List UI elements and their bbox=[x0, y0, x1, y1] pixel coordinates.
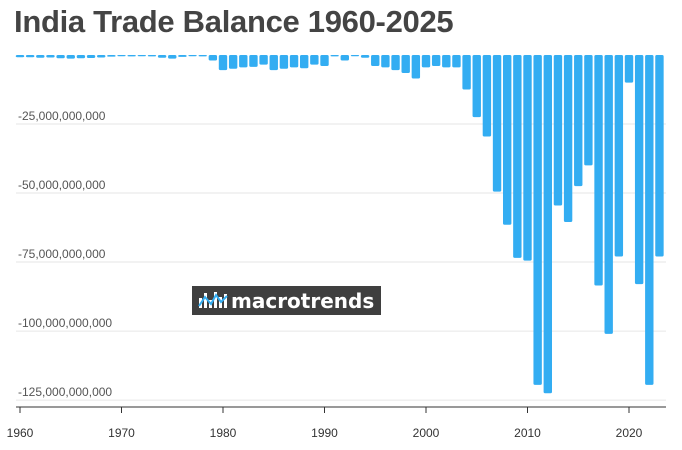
bar-2016 bbox=[584, 55, 593, 166]
bar-1964 bbox=[56, 55, 65, 59]
x-axis-labels: 1960 1970 1980 1990 2000 2010 2020 bbox=[7, 426, 643, 440]
bar-2009 bbox=[513, 55, 522, 258]
bar-2010 bbox=[523, 55, 532, 261]
bar-2011 bbox=[533, 55, 542, 385]
bar-1972 bbox=[137, 55, 146, 57]
y-tick-label: -75,000,000,000 bbox=[18, 247, 106, 261]
bar-1976 bbox=[178, 55, 187, 57]
watermark: macrotrends bbox=[192, 286, 381, 315]
bar-2008 bbox=[503, 55, 512, 225]
watermark-text: macrotrends bbox=[231, 289, 374, 313]
bar-1963 bbox=[46, 55, 55, 58]
bar-2012 bbox=[543, 55, 552, 394]
bar-2022 bbox=[645, 55, 654, 385]
bar-2018 bbox=[604, 55, 613, 334]
bar-2003 bbox=[452, 55, 461, 68]
bar-2000 bbox=[421, 55, 431, 68]
macrotrends-logo-icon bbox=[198, 292, 228, 308]
bar-1998 bbox=[401, 55, 410, 73]
bar-1979 bbox=[208, 55, 218, 61]
bar-2021 bbox=[634, 55, 644, 285]
bar-1977 bbox=[188, 55, 197, 57]
bar-1993 bbox=[350, 55, 360, 57]
bar-1994 bbox=[360, 55, 370, 58]
bar-1982 bbox=[239, 55, 248, 68]
bars bbox=[15, 55, 664, 394]
x-tick-label: 1970 bbox=[108, 426, 135, 440]
x-tick-label: 2010 bbox=[514, 426, 541, 440]
bar-1983 bbox=[249, 55, 258, 67]
x-tick-label: 1960 bbox=[7, 426, 34, 440]
x-tick-label: 2000 bbox=[413, 426, 440, 440]
bar-2007 bbox=[492, 55, 502, 192]
bar-1981 bbox=[228, 55, 238, 69]
bar-1986 bbox=[279, 55, 289, 69]
bar-1988 bbox=[300, 55, 309, 69]
chart-title: India Trade Balance 1960-2025 bbox=[14, 4, 454, 39]
bar-1985 bbox=[269, 55, 278, 71]
bar-1968 bbox=[97, 55, 106, 58]
bar-1978 bbox=[198, 55, 207, 57]
bar-1969 bbox=[107, 55, 116, 57]
bar-2015 bbox=[574, 55, 583, 187]
bar-2001 bbox=[431, 55, 441, 67]
bar-1966 bbox=[76, 55, 86, 59]
bar-1962 bbox=[36, 55, 45, 58]
bar-1967 bbox=[86, 55, 96, 59]
bar-1970 bbox=[117, 55, 126, 57]
bar-1960 bbox=[15, 55, 25, 58]
bar-1990 bbox=[320, 55, 329, 67]
bar-1997 bbox=[391, 55, 400, 71]
bar-1974 bbox=[157, 55, 167, 58]
bar-2019 bbox=[614, 55, 624, 257]
bar-2002 bbox=[442, 55, 451, 68]
bar-2014 bbox=[563, 55, 573, 223]
bar-1995 bbox=[371, 55, 380, 67]
bar-2023 bbox=[655, 55, 664, 257]
bar-1961 bbox=[25, 55, 35, 58]
bar-1992 bbox=[340, 55, 349, 61]
y-tick-label: -50,000,000,000 bbox=[18, 178, 106, 192]
bar-1999 bbox=[411, 55, 421, 79]
x-tick-label: 1990 bbox=[311, 426, 338, 440]
bar-1984 bbox=[259, 55, 268, 65]
bar-1973 bbox=[147, 55, 157, 57]
bar-2013 bbox=[553, 55, 563, 206]
bar-1975 bbox=[168, 55, 177, 59]
bar-1971 bbox=[127, 55, 136, 57]
bar-1965 bbox=[66, 55, 75, 59]
y-tick-label: -100,000,000,000 bbox=[18, 316, 112, 330]
x-tick-label: 1980 bbox=[210, 426, 237, 440]
y-tick-label: -25,000,000,000 bbox=[18, 109, 106, 123]
x-tick-label: 2020 bbox=[616, 426, 643, 440]
bar-1987 bbox=[289, 55, 299, 68]
bar-1991 bbox=[330, 55, 339, 57]
bar-2020 bbox=[624, 55, 634, 83]
y-axis-labels: -25,000,000,000 -50,000,000,000 -75,000,00… bbox=[18, 109, 112, 399]
y-tick-label: -125,000,000,000 bbox=[18, 385, 112, 399]
bar-2006 bbox=[482, 55, 492, 137]
x-axis bbox=[16, 406, 666, 413]
bar-1980 bbox=[218, 55, 228, 71]
bar-2004 bbox=[462, 55, 471, 90]
bar-2017 bbox=[594, 55, 603, 286]
bar-1989 bbox=[310, 55, 319, 65]
bar-2005 bbox=[472, 55, 481, 118]
bar-1996 bbox=[381, 55, 390, 68]
